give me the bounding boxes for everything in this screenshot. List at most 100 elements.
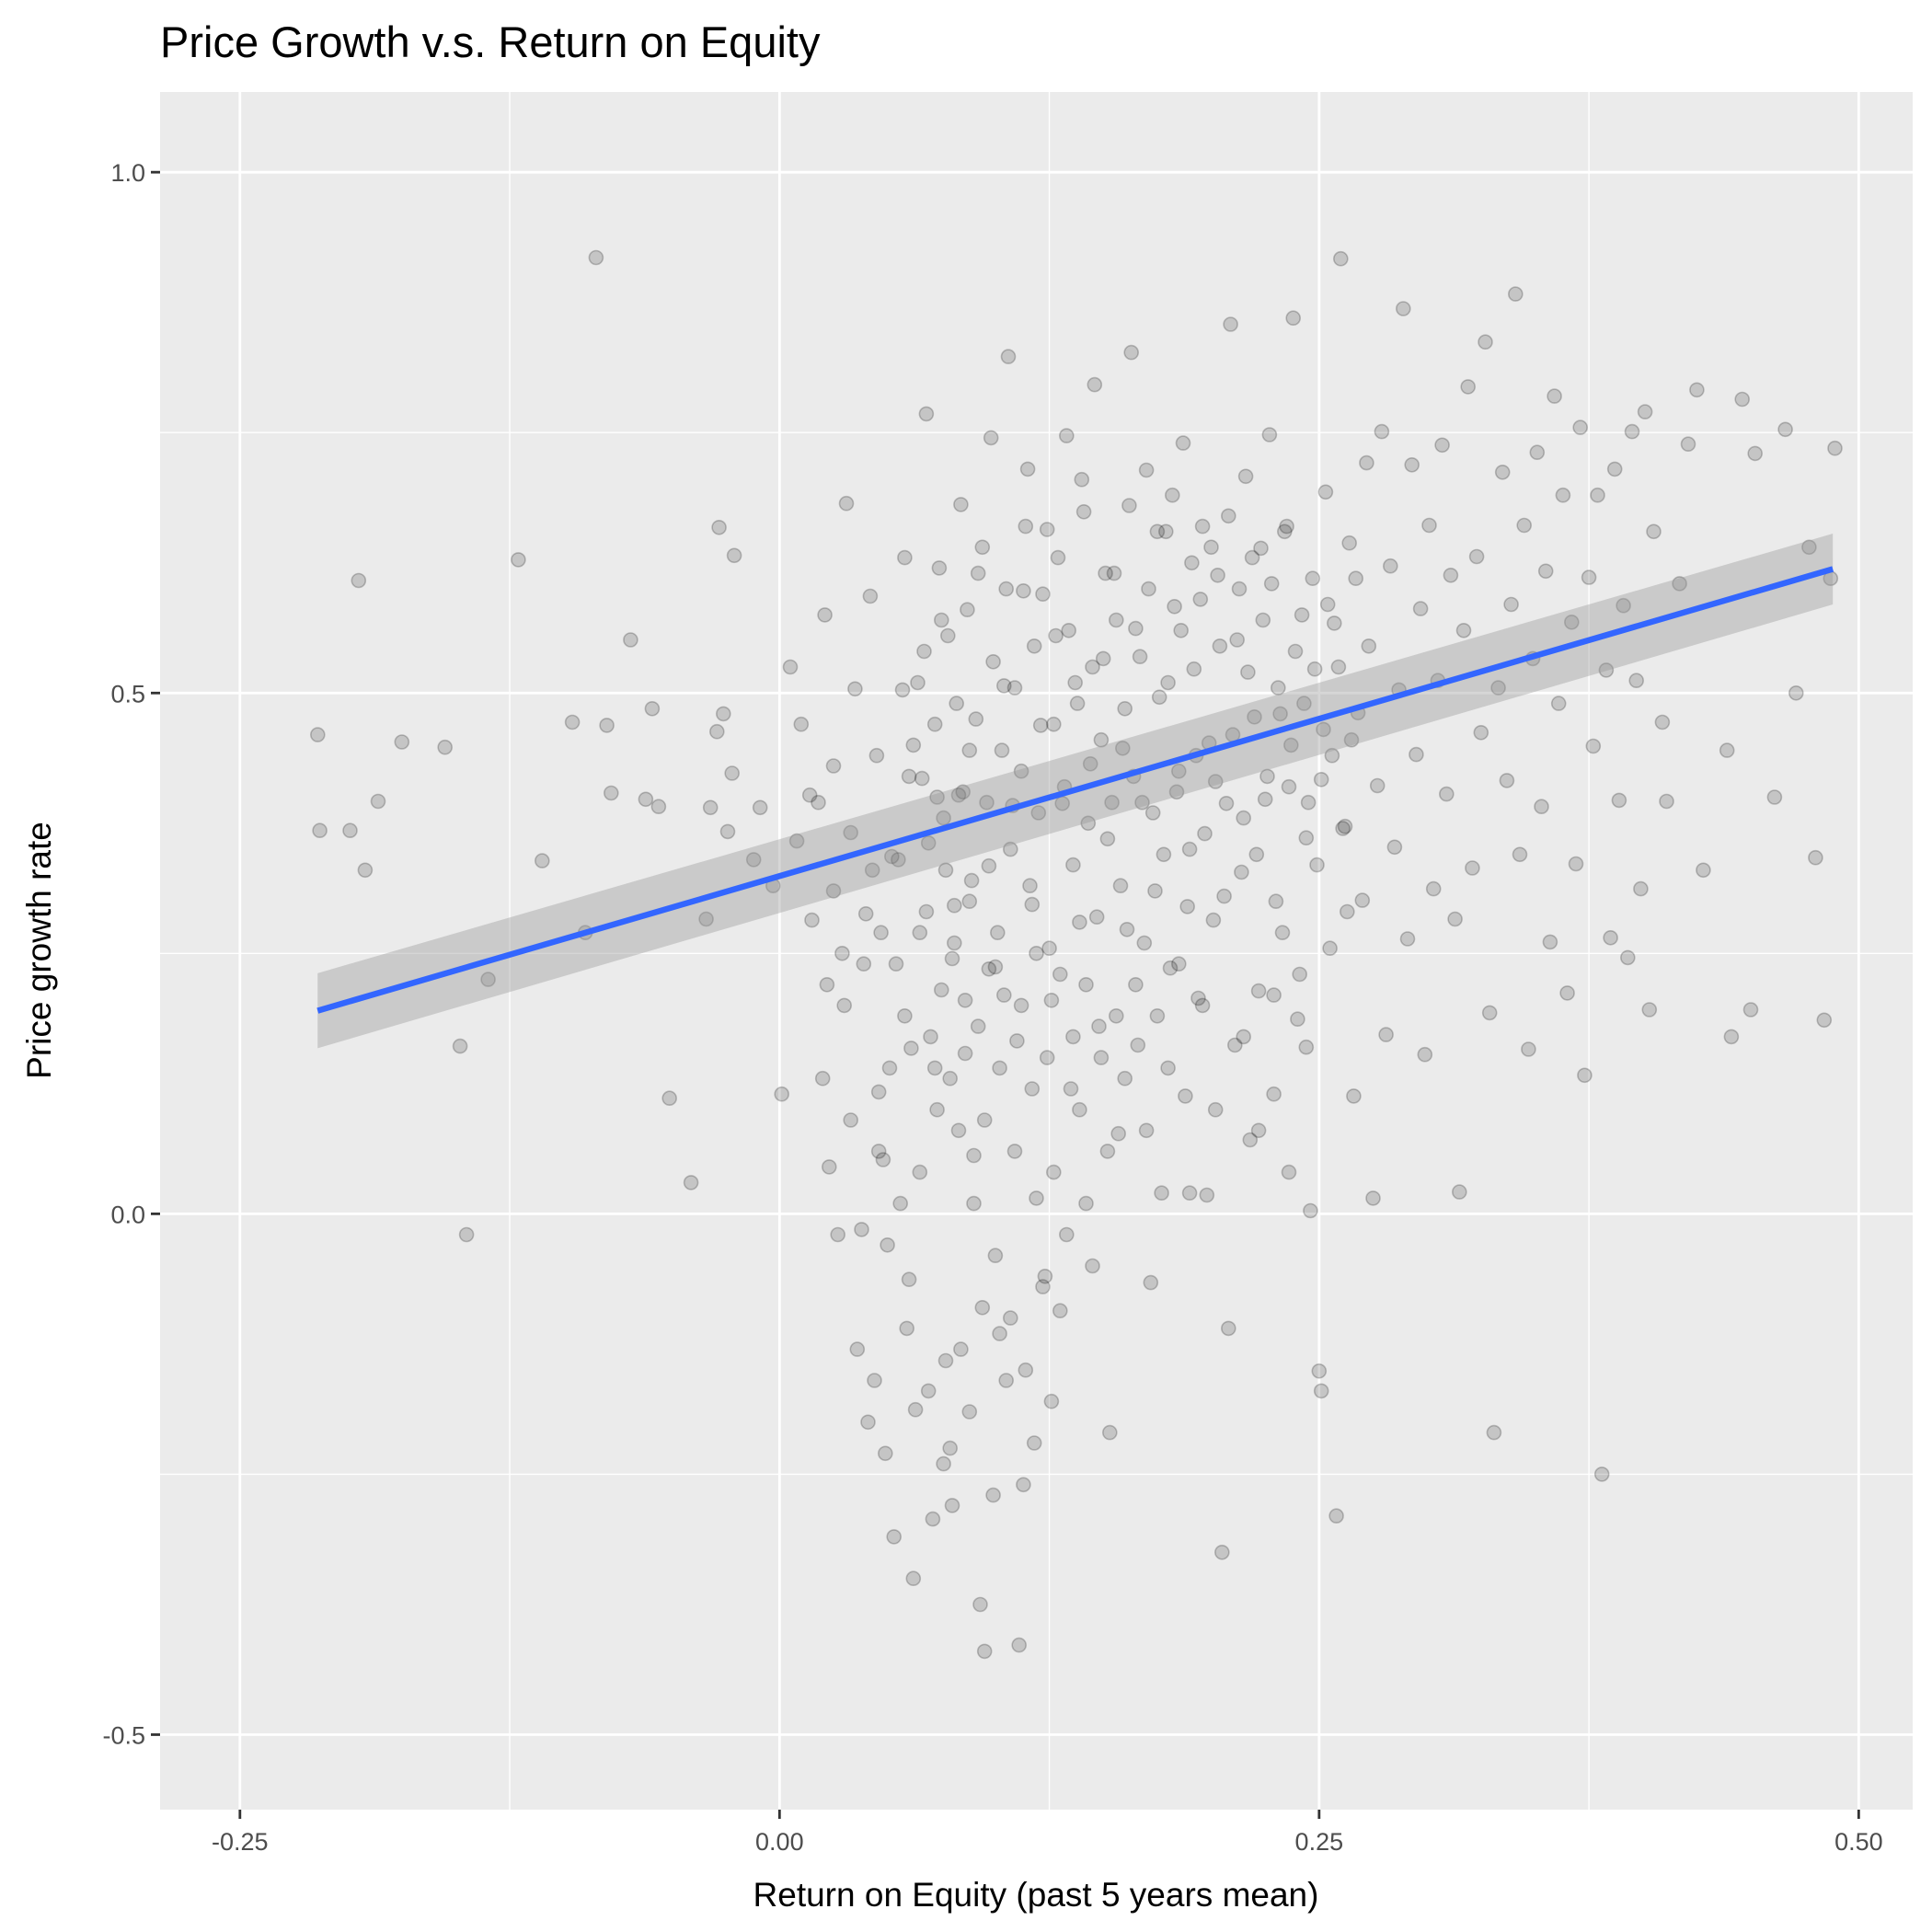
data-point [1259,768,1275,785]
data-point [1091,1018,1107,1034]
data-point [912,925,928,941]
data-point [1128,620,1144,637]
data-point [370,793,386,810]
data-point [1197,825,1213,842]
data-point [1181,841,1198,857]
data-point [862,588,879,604]
data-point [1154,1185,1169,1201]
data-point [877,1445,893,1462]
data-point [1104,794,1120,811]
data-point [1801,539,1817,556]
data-point [998,1373,1014,1388]
data-point [1253,540,1269,557]
data-point [1503,596,1519,613]
data-point [1412,601,1429,616]
data-point [992,1326,1007,1341]
data-point [1788,684,1804,701]
data-point [1194,518,1211,535]
data-point [1628,673,1644,689]
data-point [873,925,889,941]
data-point [901,768,917,785]
y-tick-label: -0.5 [102,1721,145,1749]
data-point [1039,522,1055,537]
grid-lines [160,92,1913,1810]
data-point [1348,570,1363,587]
data-point [1328,1508,1344,1524]
data-point [452,1038,468,1054]
data-point [1078,1195,1094,1212]
data-point [1095,650,1111,667]
data-point [1271,680,1286,696]
data-point [683,1175,699,1190]
data-point [1205,912,1222,928]
data-point [1734,391,1750,408]
data-point [1093,731,1110,748]
data-point [961,893,978,910]
data-point [867,1373,882,1388]
data-point [1281,1164,1297,1180]
data-point [1229,632,1245,648]
data-point [1181,1185,1198,1201]
y-tick-label: 1.0 [110,159,145,187]
data-point [1072,914,1087,930]
data-point [1237,468,1254,485]
data-point [1354,892,1371,908]
data-point [1144,805,1161,821]
data-point [936,810,951,826]
data-point [1313,1383,1329,1399]
data-point [1024,1081,1041,1097]
data-point [1277,523,1293,540]
data-point [929,1101,945,1118]
data-point [774,1086,790,1102]
data-point [1032,718,1049,733]
data-point [534,853,550,868]
data-point [1369,777,1386,794]
data-point [1082,755,1098,772]
data-point [1494,464,1511,480]
data-point [1478,334,1493,351]
data-point [1439,786,1455,802]
data-point [793,716,810,732]
data-point [1041,940,1057,956]
data-point [1766,789,1783,805]
data-point [1109,612,1124,628]
data-point [1117,700,1133,717]
data-point [1672,576,1687,592]
data-point [1018,1362,1034,1378]
data-point [1404,456,1420,473]
data-point [1141,581,1156,597]
data-point [1162,960,1179,976]
data-point [981,857,997,874]
trend-line [316,566,1834,1014]
data-point [394,734,410,750]
data-point [854,1222,869,1237]
x-tick-label: 0.50 [1834,1828,1883,1856]
data-point [981,961,997,977]
data-point [511,552,526,568]
data-point [942,1440,958,1456]
data-point [979,794,995,811]
data-point [899,1320,915,1337]
data-point [864,862,880,879]
data-point [1303,1202,1318,1219]
data-point [1098,565,1113,581]
data-point [1272,706,1288,722]
data-point [1300,794,1317,811]
data-point [1396,301,1411,316]
data-point [1035,586,1051,603]
data-point [819,977,835,993]
data-point [1611,792,1627,809]
data-point [1061,622,1076,638]
data-point [1231,581,1248,597]
data-point [1298,830,1315,846]
data-point [901,1271,917,1287]
data-point [897,549,913,566]
data-point [1425,880,1442,897]
data-point [994,742,1010,758]
data-point [1128,977,1144,993]
data-point [1399,931,1416,947]
data-point [960,602,975,618]
data-point [1421,517,1437,534]
data-point [1138,462,1155,478]
data-point [875,1152,891,1167]
